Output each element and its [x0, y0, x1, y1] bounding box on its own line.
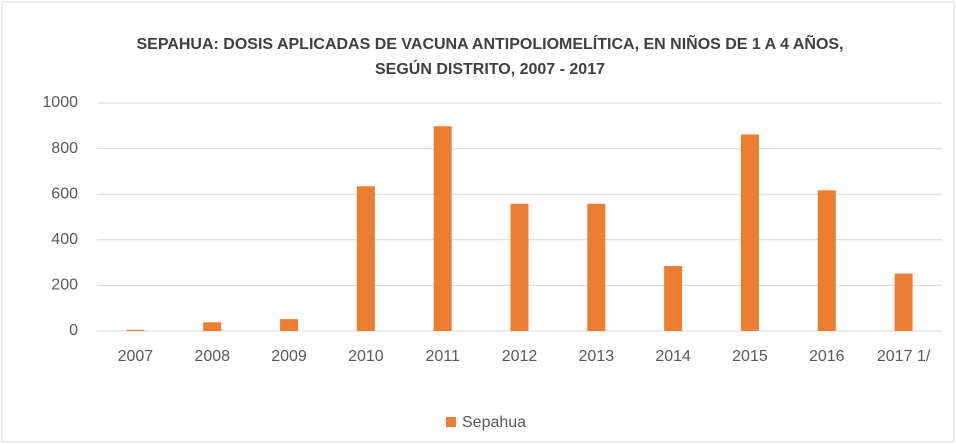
y-tick-label: 200 [51, 277, 78, 294]
y-tick-label: 400 [51, 231, 78, 248]
x-tick-label: 2008 [194, 348, 231, 365]
x-tick-label: 2009 [271, 348, 307, 365]
x-tick-label: 2013 [578, 348, 615, 365]
bar [126, 329, 145, 331]
y-tick-label: 1000 [42, 94, 78, 111]
legend-label: Sepahua [462, 414, 526, 431]
bar [664, 266, 683, 331]
x-tick-label: 2017 1/ [876, 348, 931, 365]
y-tick-label: 800 [51, 140, 78, 157]
legend-swatch [446, 417, 456, 427]
y-tick-label: 600 [51, 185, 78, 202]
x-tick-label: 2012 [501, 348, 538, 365]
x-tick-label: 2015 [732, 348, 768, 365]
bar [587, 203, 606, 331]
x-tick-label: 2007 [117, 348, 154, 365]
x-tick-label: 2016 [808, 348, 845, 365]
chart-title: SEPAHUA: DOSIS APLICADAS DE VACUNA ANTIP… [136, 36, 844, 78]
x-tick-label: 2010 [348, 348, 384, 365]
bar [740, 134, 759, 331]
bar [433, 126, 452, 331]
x-tick-label: 2011 [425, 348, 460, 365]
bar [356, 186, 375, 331]
x-tick-label: 2014 [655, 348, 691, 365]
bar [817, 190, 836, 331]
bar [203, 322, 222, 331]
y-tick-label: 0 [69, 322, 78, 339]
bar [510, 203, 529, 331]
bar [894, 273, 913, 331]
bar [280, 319, 299, 331]
